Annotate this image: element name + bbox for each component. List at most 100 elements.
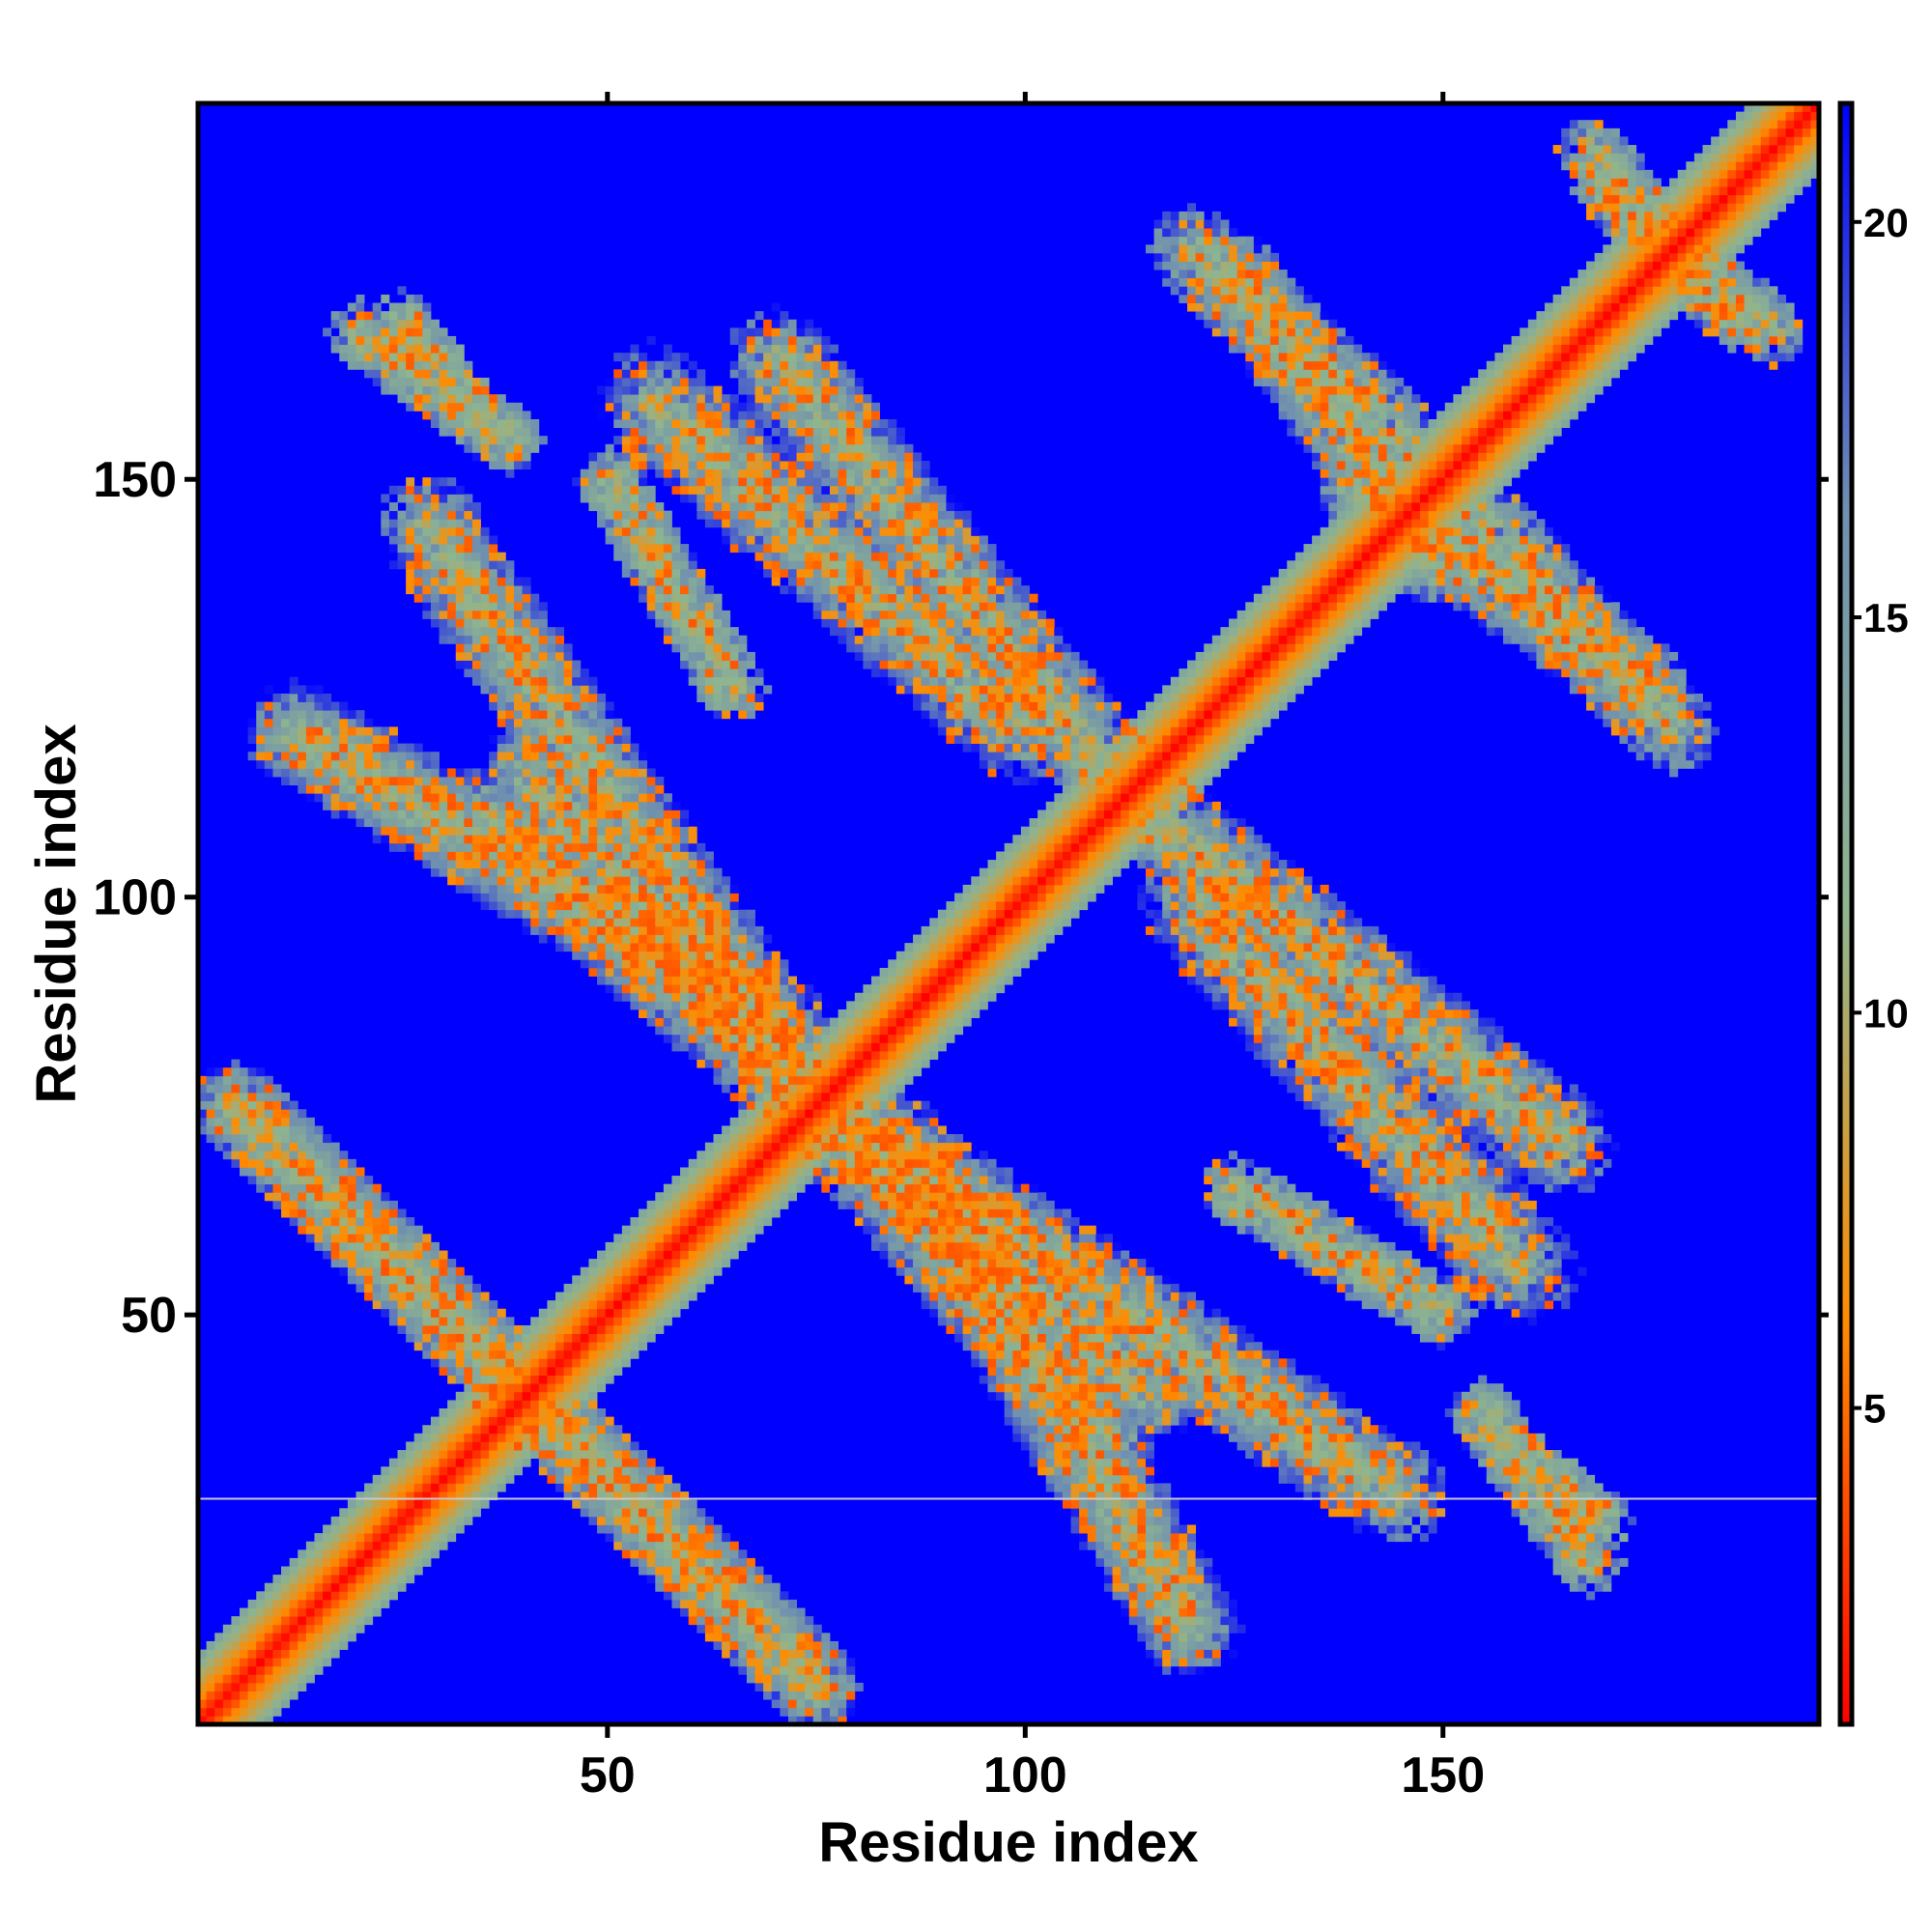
- heatmap-cell: [471, 1358, 481, 1368]
- heatmap-cell: [1428, 1241, 1437, 1251]
- heatmap-cell: [1029, 1283, 1038, 1293]
- heatmap-cell: [1386, 1508, 1396, 1518]
- heatmap-cell: [722, 1176, 731, 1185]
- heatmap-cell: [646, 1225, 656, 1235]
- heatmap-cell: [1045, 1275, 1055, 1285]
- heatmap-cell: [1386, 1176, 1396, 1185]
- heatmap-cell: [1112, 1283, 1122, 1293]
- heatmap-cell: [1229, 1208, 1238, 1218]
- heatmap-cell: [455, 1524, 465, 1534]
- heatmap-cell: [1453, 1192, 1463, 1202]
- heatmap-cell: [588, 1358, 598, 1368]
- heatmap-cell: [1503, 1450, 1513, 1460]
- heatmap-cell: [381, 1466, 390, 1476]
- heatmap-cell: [954, 1158, 964, 1168]
- heatmap-cell: [1121, 1425, 1130, 1435]
- heatmap-cell: [1121, 1516, 1130, 1525]
- heatmap-cell: [621, 1541, 631, 1550]
- heatmap-cell: [347, 1607, 356, 1617]
- heatmap-cell: [1112, 1549, 1122, 1559]
- heatmap-cell: [796, 1649, 806, 1659]
- heatmap-cell: [771, 1183, 781, 1193]
- heatmap-cell: [1411, 1317, 1421, 1326]
- heatmap-cell: [954, 1275, 964, 1285]
- heatmap-cell: [1494, 1192, 1504, 1202]
- heatmap-cell: [563, 1375, 573, 1384]
- heatmap-cell: [871, 1176, 881, 1185]
- heatmap-cell: [1204, 1575, 1213, 1584]
- heatmap-cell: [256, 1151, 266, 1160]
- heatmap-cell: [838, 1176, 847, 1185]
- heatmap-cell: [339, 1533, 349, 1543]
- heatmap-cell: [1037, 1350, 1047, 1359]
- heatmap-cell: [1128, 1383, 1138, 1393]
- heatmap-cell: [646, 1300, 656, 1310]
- heatmap-cell: [1386, 1134, 1396, 1144]
- heatmap-cell: [240, 1167, 249, 1177]
- heatmap-cell: [281, 1665, 291, 1675]
- heatmap-cell: [547, 1324, 556, 1334]
- heatmap-cell: [264, 1591, 273, 1601]
- heatmap-cell: [1229, 1167, 1238, 1177]
- heatmap-cell: [1294, 1192, 1304, 1202]
- heatmap-cell: [680, 1283, 690, 1293]
- heatmap-cell: [563, 1425, 573, 1435]
- heatmap-cell: [829, 1142, 838, 1151]
- heatmap-cell: [639, 1466, 648, 1476]
- heatmap-cell: [763, 1158, 773, 1168]
- heatmap-cell: [430, 1499, 440, 1509]
- heatmap-cell: [729, 1649, 739, 1659]
- heatmap-cell: [1079, 1450, 1089, 1460]
- heatmap-cell: [979, 1292, 988, 1301]
- heatmap-cell: [555, 1483, 565, 1492]
- heatmap-cell: [1303, 1250, 1313, 1260]
- heatmap-cell: [1211, 1416, 1221, 1426]
- heatmap-cell: [713, 1533, 723, 1543]
- heatmap-cell: [1494, 1225, 1504, 1235]
- heatmap-cell: [289, 1566, 298, 1576]
- heatmap-cell: [439, 1266, 448, 1276]
- heatmap-cell: [996, 1342, 1006, 1351]
- heatmap-cell: [256, 1716, 266, 1725]
- heatmap-cell: [1395, 1516, 1405, 1525]
- heatmap-cell: [1453, 1408, 1463, 1418]
- heatmap-cell: [729, 1557, 739, 1567]
- heatmap-cell: [1569, 1142, 1578, 1151]
- heatmap-cell: [198, 1716, 208, 1725]
- heatmap-cell: [1287, 1366, 1296, 1376]
- heatmap-cell: [1378, 1142, 1387, 1151]
- heatmap-cell: [713, 1616, 723, 1626]
- heatmap-cell: [413, 1259, 423, 1268]
- heatmap-cell: [1561, 1241, 1571, 1251]
- heatmap-cell: [1179, 1317, 1188, 1326]
- heatmap-cell: [439, 1492, 448, 1501]
- heatmap-cell: [987, 1283, 997, 1293]
- heatmap-cell: [1121, 1441, 1130, 1451]
- heatmap-cell: [1536, 1225, 1546, 1235]
- heatmap-cell: [1320, 1266, 1329, 1276]
- heatmap-cell: [1511, 1158, 1520, 1168]
- heatmap-cell: [464, 1441, 473, 1451]
- heatmap-cell: [854, 1183, 864, 1193]
- heatmap-cell: [222, 1690, 232, 1700]
- heatmap-cell: [1486, 1183, 1495, 1193]
- heatmap-cell: [1070, 1450, 1080, 1460]
- heatmap-cell: [364, 1259, 374, 1268]
- heatmap-cell: [1012, 1292, 1022, 1301]
- heatmap-cell: [1378, 1292, 1387, 1301]
- heatmap-cell: [854, 1125, 864, 1135]
- heatmap-cell: [1336, 1275, 1346, 1285]
- heatmap-cell: [372, 1208, 382, 1218]
- heatmap-cell: [805, 1151, 814, 1160]
- heatmap-cell: [413, 1566, 423, 1576]
- heatmap-cell: [1478, 1275, 1488, 1285]
- heatmap-cell: [240, 1100, 249, 1110]
- heatmap-cell: [430, 1474, 440, 1484]
- heatmap-cell: [1386, 1117, 1396, 1126]
- heatmap-cell: [298, 1109, 307, 1119]
- heatmap-cell: [1545, 1450, 1554, 1460]
- heatmap-cell: [1328, 1458, 1338, 1467]
- heatmap-cell: [787, 1100, 797, 1110]
- heatmap-cell: [671, 1192, 681, 1202]
- heatmap-cell: [1478, 1458, 1488, 1467]
